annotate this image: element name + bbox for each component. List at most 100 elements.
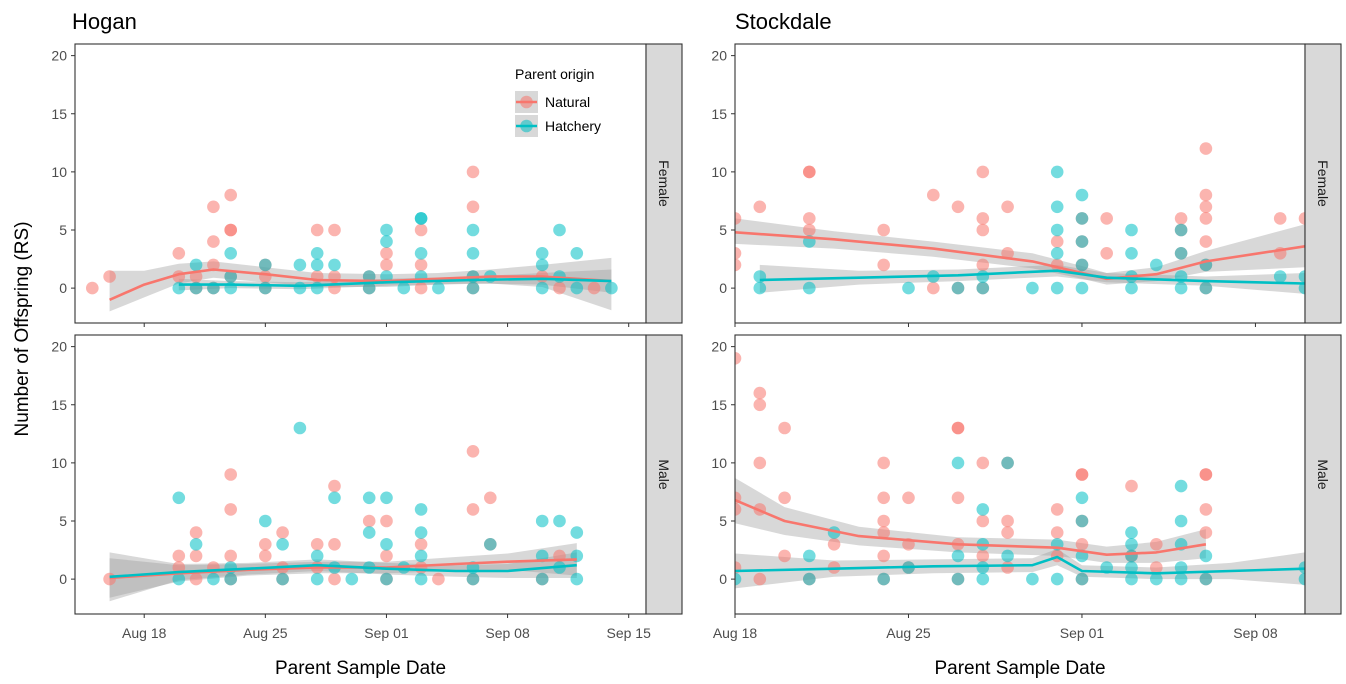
data-point-natural — [1199, 503, 1213, 516]
data-point-hatchery — [1199, 572, 1213, 586]
data-point-hatchery — [803, 572, 816, 586]
data-point-hatchery — [466, 247, 480, 260]
data-point-hatchery — [432, 281, 445, 295]
data-point-natural — [735, 503, 742, 516]
data-point-hatchery — [1075, 491, 1089, 505]
data-point-hatchery — [484, 538, 497, 551]
data-point-natural — [328, 538, 341, 551]
legend: Parent origin Natural Hatchery — [515, 66, 601, 137]
data-point-natural — [976, 456, 990, 470]
facet-strip — [645, 43, 683, 324]
data-point-natural — [1199, 142, 1213, 155]
x-axis-label: Parent Sample Date — [275, 658, 446, 679]
strip-label: Female — [656, 160, 672, 207]
data-point-natural — [803, 212, 816, 225]
smooth-line-natural — [109, 268, 612, 301]
y-tick-label: 10 — [51, 455, 67, 471]
data-point-hatchery — [976, 572, 990, 586]
data-point-natural — [224, 468, 237, 481]
legend-title: Parent origin — [515, 66, 594, 82]
x-tick-label: Aug 25 — [886, 625, 931, 641]
data-point-natural — [484, 491, 497, 505]
data-point-hatchery — [1075, 572, 1089, 586]
data-point-hatchery — [951, 456, 965, 470]
data-point-hatchery — [414, 549, 428, 563]
strip-label: Female — [1315, 160, 1331, 207]
data-point-natural — [1001, 514, 1014, 528]
data-point-hatchery — [293, 258, 307, 272]
data-point-hatchery — [1050, 200, 1064, 214]
y-tick-label: 10 — [711, 455, 727, 471]
facet-female: Female 0 5 10 15 20 — [51, 43, 683, 327]
data-point-hatchery — [735, 572, 742, 586]
data-point-hatchery — [1075, 212, 1089, 225]
data-point-natural — [466, 445, 480, 458]
data-point-hatchery — [1174, 514, 1188, 528]
data-point-hatchery — [380, 491, 393, 505]
data-point-natural — [1050, 526, 1064, 539]
confidence-band-natural — [735, 218, 1305, 285]
data-point-hatchery — [1174, 247, 1188, 260]
data-point-hatchery — [1199, 281, 1213, 295]
data-point-natural — [753, 398, 767, 412]
data-point-hatchery — [310, 258, 324, 272]
data-point-hatchery — [1174, 223, 1188, 237]
data-point-natural — [380, 258, 393, 272]
y-tick-label: 20 — [711, 339, 727, 355]
data-point-natural — [103, 572, 116, 586]
data-point-hatchery — [976, 270, 990, 283]
panel-hogan: Hogan Parent Sample Date Female05101520Mal… — [51, 9, 683, 679]
data-point-hatchery — [1125, 549, 1138, 563]
data-point-natural — [380, 247, 393, 260]
data-point-natural — [276, 526, 289, 539]
data-point-natural — [1150, 538, 1163, 551]
data-point-hatchery — [362, 281, 376, 295]
y-tick-label: 15 — [51, 106, 67, 122]
data-point-natural — [553, 281, 566, 295]
data-point-hatchery — [224, 247, 237, 260]
y-tick-label: 0 — [59, 571, 67, 587]
data-point-natural — [753, 456, 767, 470]
data-point-natural — [310, 223, 324, 237]
data-point-hatchery — [380, 270, 393, 283]
data-point-natural — [778, 421, 791, 435]
data-point-hatchery — [803, 281, 816, 295]
legend-label: Hatchery — [545, 118, 601, 134]
x-tick-label: Aug 18 — [713, 625, 758, 641]
y-axis-label: Number of Offspring (RS) — [12, 221, 33, 436]
data-point-hatchery — [328, 258, 341, 272]
data-point-natural — [1100, 212, 1113, 225]
data-point-hatchery — [951, 281, 965, 295]
data-point-natural — [778, 549, 791, 563]
data-point-hatchery — [535, 281, 549, 295]
data-point-hatchery — [1125, 561, 1138, 574]
data-point-hatchery — [976, 561, 990, 574]
data-point-natural — [877, 223, 890, 237]
data-point-natural — [172, 247, 186, 260]
data-point-hatchery — [276, 538, 289, 551]
confidence-band-hatchery — [759, 264, 1305, 294]
data-point-natural — [432, 572, 445, 586]
data-point-hatchery — [1174, 561, 1188, 574]
data-point-hatchery — [753, 281, 767, 295]
data-point-hatchery — [1150, 572, 1163, 586]
data-point-hatchery — [1001, 456, 1014, 470]
facet-data — [735, 352, 1305, 589]
data-point-natural — [587, 281, 601, 295]
data-point-natural — [414, 538, 428, 551]
data-point-hatchery — [803, 549, 816, 563]
data-point-hatchery — [535, 549, 549, 563]
facet-male: Male 0 5 10 15 20 Aug 18 Aug 25 Sep 01 Sep 08 Sep … — [51, 334, 683, 641]
data-point-hatchery — [172, 572, 186, 586]
strip-label: Male — [1315, 459, 1331, 490]
data-point-natural — [1199, 235, 1213, 248]
data-point-hatchery — [1298, 270, 1305, 283]
data-point-hatchery — [414, 247, 428, 260]
x-tick-label: Sep 08 — [485, 625, 530, 641]
y-tick-label: 5 — [719, 513, 727, 529]
y-tick-label: 20 — [51, 339, 67, 355]
data-point-hatchery — [535, 258, 549, 272]
panel-title: Hogan — [72, 9, 137, 34]
data-point-natural — [328, 479, 341, 493]
data-point-hatchery — [1174, 479, 1188, 493]
